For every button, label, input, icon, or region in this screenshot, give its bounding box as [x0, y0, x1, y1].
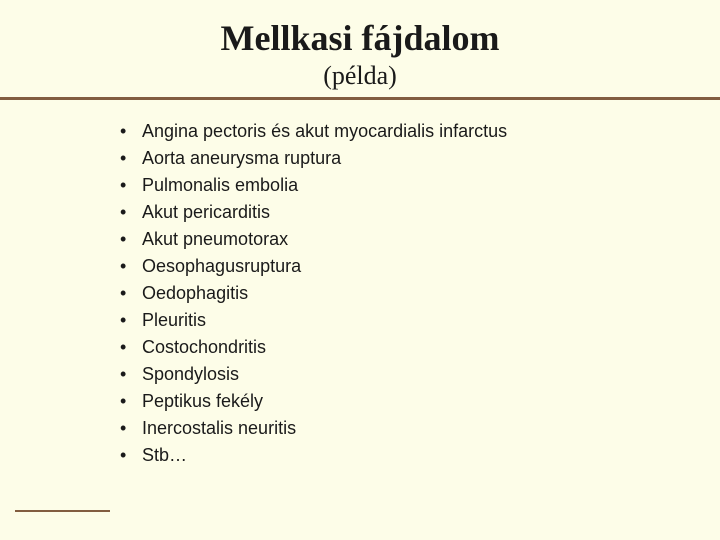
list-item: Pleuritis — [120, 307, 720, 334]
list-item: Akut pneumotorax — [120, 226, 720, 253]
title-block: Mellkasi fájdalom (példa) — [0, 0, 720, 91]
list-item: Akut pericarditis — [120, 199, 720, 226]
slide-subtitle: (példa) — [0, 61, 720, 91]
list-item: Inercostalis neuritis — [120, 415, 720, 442]
list-item: Stb… — [120, 442, 720, 469]
slide: Mellkasi fájdalom (példa) Angina pectori… — [0, 0, 720, 540]
content-area: Angina pectoris és akut myocardialis inf… — [0, 100, 720, 469]
list-item: Angina pectoris és akut myocardialis inf… — [120, 118, 720, 145]
footer-accent-line — [15, 510, 110, 512]
list-item: Peptikus fekély — [120, 388, 720, 415]
slide-title: Mellkasi fájdalom — [0, 18, 720, 59]
list-item: Spondylosis — [120, 361, 720, 388]
list-item: Costochondritis — [120, 334, 720, 361]
bullet-list: Angina pectoris és akut myocardialis inf… — [120, 118, 720, 469]
list-item: Pulmonalis embolia — [120, 172, 720, 199]
list-item: Oesophagusruptura — [120, 253, 720, 280]
list-item: Aorta aneurysma ruptura — [120, 145, 720, 172]
list-item: Oedophagitis — [120, 280, 720, 307]
